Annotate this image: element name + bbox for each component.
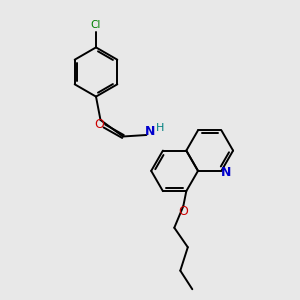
Text: O: O <box>178 205 188 218</box>
Text: O: O <box>94 118 104 131</box>
Text: Cl: Cl <box>91 20 101 30</box>
Text: H: H <box>156 122 164 133</box>
Text: N: N <box>145 125 155 138</box>
Text: N: N <box>221 166 232 179</box>
